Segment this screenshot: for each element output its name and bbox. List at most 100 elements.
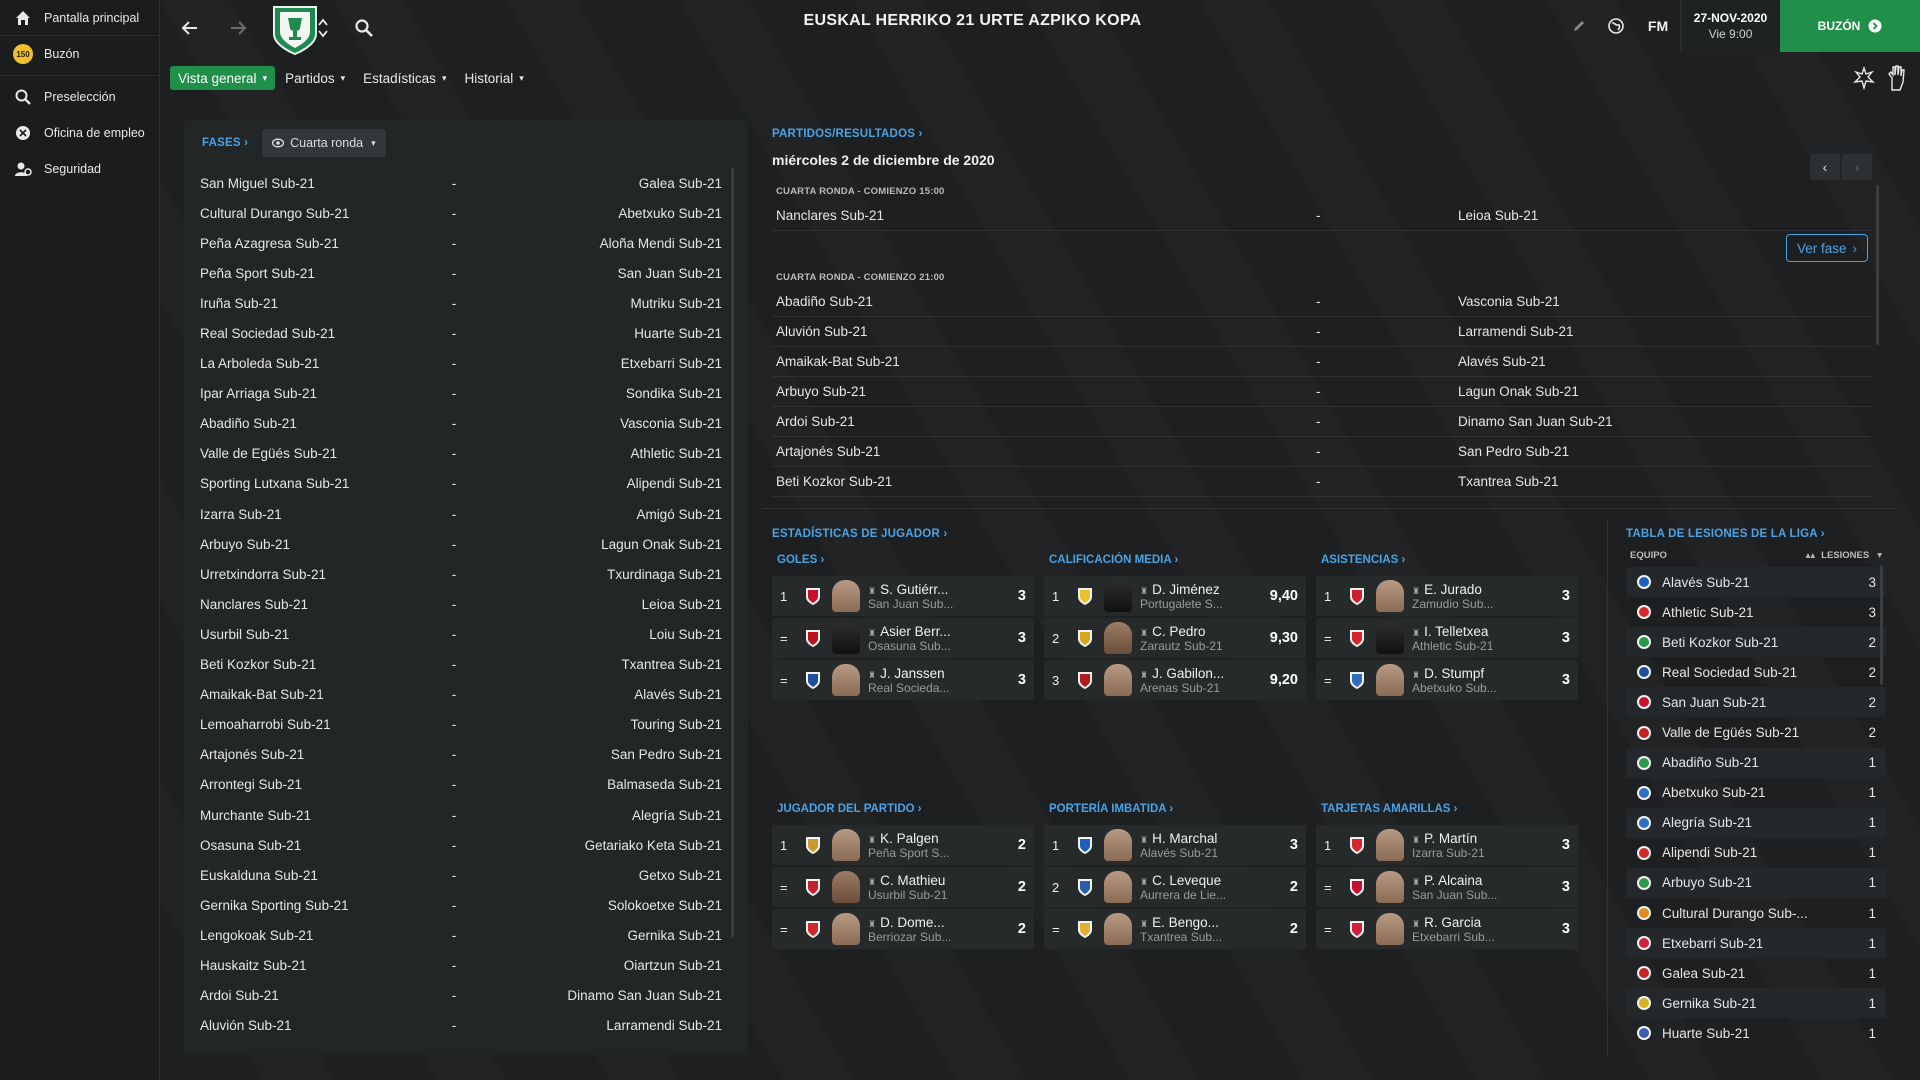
fixture-row[interactable]: La Arboleda Sub-21 - Etxebarri Sub-21 (200, 349, 722, 379)
player-club[interactable]: Txantrea Sub... (1140, 929, 1223, 944)
injury-team-name[interactable]: Abadiño Sub-21 (1662, 755, 1759, 771)
stat-row[interactable]: 1 ♜ H. Marchal Alavés Sub-21 3 (1044, 825, 1306, 865)
fixture-home-team[interactable]: Izarra Sub-21 (200, 506, 282, 522)
player-photo[interactable] (1376, 871, 1404, 903)
stat-row[interactable]: 2 ♜ C. Leveque Aurrera de Lie... 2 (1044, 867, 1306, 907)
fixture-row[interactable]: Peña Azagresa Sub-21 - Aloña Mendi Sub-21 (200, 228, 722, 258)
tab-matches[interactable]: Partidos ▾ (277, 66, 353, 90)
forward-button[interactable] (224, 14, 252, 42)
match-away-team[interactable]: Vasconia Sub-21 (1458, 294, 1560, 309)
assistant-button[interactable] (1852, 65, 1876, 91)
sidebar-item-inbox[interactable]: 150 Buzón (0, 36, 159, 72)
match-row[interactable]: Nanclares Sub-21 - Leioa Sub-21 (772, 201, 1872, 231)
stat-row[interactable]: = ♜ R. Garcia Etxebarri Sub... 3 (1316, 909, 1578, 949)
fixture-row[interactable]: Murchante Sub-21 - Alegría Sub-21 (200, 800, 722, 830)
injury-team-name[interactable]: Huarte Sub-21 (1662, 1025, 1750, 1041)
match-away-team[interactable]: Txantrea Sub-21 (1458, 474, 1559, 489)
injury-team-name[interactable]: Alavés Sub-21 (1662, 574, 1750, 590)
fixture-row[interactable]: Hauskaitz Sub-21 - Oiartzun Sub-21 (200, 950, 722, 980)
injury-team-name[interactable]: Etxebarri Sub-21 (1662, 935, 1764, 951)
injury-team-name[interactable]: Athletic Sub-21 (1662, 604, 1754, 620)
injury-row[interactable]: Arbuyo Sub-21 1 (1626, 867, 1886, 899)
player-name[interactable]: ♜ C. Mathieu (868, 872, 946, 888)
staff-button[interactable] (1884, 64, 1908, 92)
fixture-away-team[interactable]: Lagun Onak Sub-21 (601, 536, 722, 552)
player-name[interactable]: ♜ C. Leveque (1140, 872, 1222, 888)
player-club[interactable]: Izarra Sub-21 (1412, 845, 1485, 860)
fixture-home-team[interactable]: Euskalduna Sub-21 (200, 867, 318, 883)
fixture-home-team[interactable]: Real Sociedad Sub-21 (200, 326, 336, 342)
stat-block-title[interactable]: JUGADOR DEL PARTIDO › (777, 803, 922, 815)
stat-row[interactable]: = ♜ Asier Berr... Osasuna Sub... 3 (772, 618, 1034, 658)
next-date-button[interactable]: › (1842, 154, 1872, 180)
fixture-home-team[interactable]: Abadiño Sub-21 (200, 416, 297, 432)
tab-stats[interactable]: Estadísticas ▾ (355, 66, 454, 90)
fixture-home-team[interactable]: Ardoi Sub-21 (200, 988, 279, 1004)
fixture-row[interactable]: Arrontegi Sub-21 - Balmaseda Sub-21 (200, 770, 722, 800)
fixture-away-team[interactable]: San Juan Sub-21 (617, 265, 722, 281)
stages-link[interactable]: FASES › (202, 137, 249, 149)
fixture-home-team[interactable]: Ipar Arriaga Sub-21 (200, 386, 318, 402)
injury-team-name[interactable]: Gernika Sub-21 (1662, 995, 1757, 1011)
injury-team-name[interactable]: Real Sociedad Sub-21 (1662, 664, 1798, 680)
player-photo[interactable] (1376, 622, 1404, 654)
stat-block-title[interactable]: PORTERÍA IMBATIDA › (1049, 803, 1174, 815)
fixture-home-team[interactable]: Aluvión Sub-21 (200, 1018, 292, 1034)
fixture-row[interactable]: San Miguel Sub-21 - Galea Sub-21 (200, 168, 722, 198)
match-home-team[interactable]: Nanclares Sub-21 (776, 208, 885, 223)
fixture-away-team[interactable]: Alavés Sub-21 (634, 687, 722, 703)
stat-row[interactable]: 1 ♜ P. Martín Izarra Sub-21 3 (1316, 825, 1578, 865)
round-dropdown[interactable]: Cuarta ronda ▾ (262, 129, 386, 157)
fixture-home-team[interactable]: Artajonés Sub-21 (200, 747, 305, 763)
fixture-away-team[interactable]: Aloña Mendi Sub-21 (599, 235, 722, 251)
match-away-team[interactable]: Larramendi Sub-21 (1458, 324, 1574, 339)
fixture-away-team[interactable]: Dinamo San Juan Sub-21 (567, 988, 722, 1004)
back-button[interactable] (176, 14, 204, 42)
fixture-row[interactable]: Ardoi Sub-21 - Dinamo San Juan Sub-21 (200, 981, 722, 1011)
player-club[interactable]: Zarautz Sub-21 (1140, 638, 1223, 653)
stat-row[interactable]: = ♜ J. Janssen Real Socieda... 3 (772, 660, 1034, 700)
sidebar-item-shortlist[interactable]: Preselección (0, 79, 159, 115)
player-photo[interactable] (832, 580, 860, 612)
tab-overview[interactable]: Vista general ▾ (170, 66, 276, 90)
fixture-away-team[interactable]: Athletic Sub-21 (630, 446, 722, 462)
stat-row[interactable]: = ♜ C. Mathieu Usurbil Sub-21 2 (772, 867, 1034, 907)
player-name[interactable]: ♜ P. Martín (1412, 830, 1478, 846)
fixture-away-team[interactable]: Balmaseda Sub-21 (607, 777, 722, 793)
stat-block-title[interactable]: TARJETAS AMARILLAS › (1321, 803, 1458, 815)
fixture-row[interactable]: Gernika Sporting Sub-21 - Solokoetxe Sub-2… (200, 890, 722, 920)
fixture-away-team[interactable]: San Pedro Sub-21 (610, 747, 722, 763)
fixture-away-team[interactable]: Sondika Sub-21 (625, 386, 722, 402)
injury-team-name[interactable]: Alipendi Sub-21 (1662, 845, 1758, 861)
stat-row[interactable]: 2 ♜ C. Pedro Zarautz Sub-21 9,30 (1044, 618, 1306, 658)
search-button[interactable] (350, 14, 378, 42)
match-row[interactable]: Amaikak-Bat Sub-21 - Alavés Sub-21 (772, 347, 1872, 377)
fixture-row[interactable]: Lemoaharrobi Sub-21 - Touring Sub-21 (200, 710, 722, 740)
fixture-home-team[interactable]: Osasuna Sub-21 (200, 837, 302, 853)
injury-row[interactable]: Valle de Egüés Sub-21 2 (1626, 717, 1886, 747)
player-name[interactable]: ♜ P. Alcaina (1412, 872, 1483, 888)
player-photo[interactable] (1376, 580, 1404, 612)
stat-row[interactable]: 1 ♜ D. Jiménez Portugalete S... 9,40 (1044, 576, 1306, 616)
match-row[interactable]: Beti Kozkor Sub-21 - Txantrea Sub-21 (772, 467, 1872, 497)
player-club[interactable]: Alavés Sub-21 (1140, 845, 1219, 860)
fixture-away-team[interactable]: Getariako Keta Sub-21 (584, 837, 722, 853)
fixture-away-team[interactable]: Oiartzun Sub-21 (623, 957, 722, 973)
injury-table-scrollbar[interactable] (1880, 565, 1883, 685)
fm-menu-button[interactable]: FM (1647, 18, 1669, 34)
view-stage-button[interactable]: Ver fase › (1785, 234, 1868, 262)
player-club[interactable]: Aurrera de Lie... (1140, 887, 1227, 902)
matches-scrollbar[interactable] (1876, 185, 1879, 345)
player-club[interactable]: Berriozar Sub... (868, 929, 952, 944)
fixture-away-team[interactable]: Etxebarri Sub-21 (620, 356, 722, 372)
player-name[interactable]: ♜ E. Jurado (1412, 581, 1482, 597)
fixture-row[interactable]: Sporting Lutxana Sub-21 - Alipendi Sub-21 (200, 469, 722, 499)
fixture-row[interactable]: Abadiño Sub-21 - Vasconia Sub-21 (200, 409, 722, 439)
match-row[interactable]: Artajonés Sub-21 - San Pedro Sub-21 (772, 437, 1872, 467)
injury-team-name[interactable]: San Juan Sub-21 (1662, 694, 1767, 710)
match-away-team[interactable]: Leioa Sub-21 (1458, 208, 1539, 223)
match-away-team[interactable]: Alavés Sub-21 (1458, 354, 1546, 369)
fixture-list-scrollbar[interactable] (731, 168, 734, 938)
player-name[interactable]: ♜ S. Gutiérr... (868, 581, 949, 597)
fixture-away-team[interactable]: Alegría Sub-21 (631, 807, 722, 823)
